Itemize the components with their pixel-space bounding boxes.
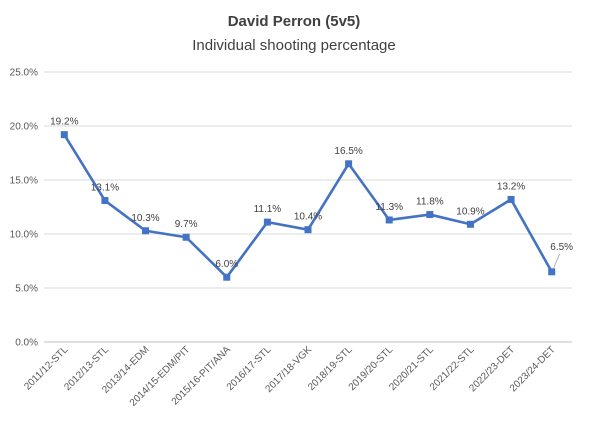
data-label: 11.3% xyxy=(375,202,403,213)
data-point xyxy=(466,220,474,228)
chart-title: David Perron (5v5) xyxy=(228,13,361,30)
data-point xyxy=(385,216,393,224)
data-point xyxy=(101,197,109,205)
data-label: 19.2% xyxy=(50,117,78,128)
data-label: 16.5% xyxy=(334,146,362,157)
data-point xyxy=(426,211,434,219)
data-point xyxy=(548,268,556,276)
y-tick-label: 15.0% xyxy=(10,176,38,187)
data-label: 6.0% xyxy=(215,259,238,270)
y-tick-label: 20.0% xyxy=(10,122,38,133)
data-label: 10.9% xyxy=(456,206,484,217)
data-point xyxy=(60,131,68,139)
data-label: 10.3% xyxy=(131,213,159,224)
y-tick-label: 5.0% xyxy=(15,284,38,295)
data-point xyxy=(182,233,190,241)
y-tick-label: 0.0% xyxy=(15,338,38,349)
label-leader-line xyxy=(553,253,561,268)
data-label: 10.4% xyxy=(294,212,322,223)
data-label: 11.8% xyxy=(416,197,444,208)
data-point xyxy=(223,273,231,281)
y-tick-label: 10.0% xyxy=(10,230,38,241)
y-tick-label: 25.0% xyxy=(10,68,38,79)
data-point xyxy=(507,195,515,203)
data-point xyxy=(304,226,312,234)
data-label: 11.1% xyxy=(254,204,282,215)
data-point xyxy=(345,160,353,168)
data-label: 9.7% xyxy=(175,219,198,230)
chart-subtitle: Individual shooting percentage xyxy=(192,37,395,54)
data-label: 6.5% xyxy=(550,242,573,253)
data-point xyxy=(142,227,150,235)
data-point xyxy=(263,218,271,226)
data-label: 13.1% xyxy=(91,183,119,194)
data-label: 13.2% xyxy=(497,181,525,192)
